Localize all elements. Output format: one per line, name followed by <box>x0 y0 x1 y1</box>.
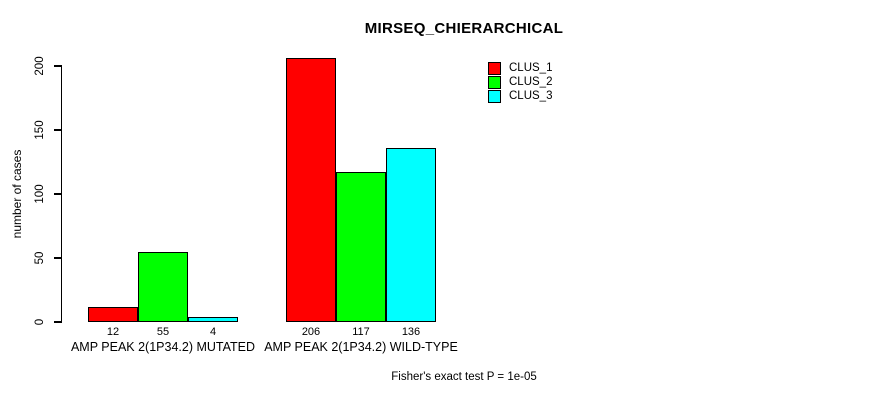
category-label-wild-type: AMP PEAK 2(1P34.2) WILD-TYPE <box>264 340 458 354</box>
bar-value-label: 136 <box>401 326 421 338</box>
y-tick-mark-50 <box>54 257 62 259</box>
bar-value-label: 55 <box>156 326 170 338</box>
y-tick-mark-100 <box>54 193 62 195</box>
legend-label: CLUS_2 <box>509 76 553 88</box>
legend-label: CLUS_3 <box>509 90 553 102</box>
bar-clus_2-wild-type <box>336 172 386 322</box>
bar-value-label: 206 <box>301 326 321 338</box>
y-tick-label-0: 0 <box>34 318 46 326</box>
legend-swatch-clus_3 <box>488 90 501 103</box>
y-tick-label-100: 100 <box>34 184 46 204</box>
fisher-test-annotation: Fisher's exact test P = 1e-05 <box>391 371 537 383</box>
chart-title: MIRSEQ_CHIERARCHICAL <box>364 20 564 37</box>
legend-swatch-clus_2 <box>488 76 501 89</box>
bar-value-label: 12 <box>106 326 120 338</box>
legend: CLUS_1 CLUS_2 CLUS_3 <box>488 62 552 104</box>
legend-label: CLUS_1 <box>509 62 553 74</box>
bar-clus_1-wild-type <box>286 58 336 322</box>
y-tick-label-200: 200 <box>34 56 46 76</box>
legend-row-clus_2: CLUS_2 <box>488 76 552 89</box>
y-tick-label-50: 50 <box>34 251 46 265</box>
y-tick-label-150: 150 <box>34 120 46 140</box>
y-tick-mark-0 <box>54 321 62 323</box>
category-label-mutated: AMP PEAK 2(1P34.2) MUTATED <box>70 340 256 354</box>
bar-value-label: 4 <box>209 326 217 338</box>
bar-clus_3-wild-type <box>386 148 436 322</box>
legend-row-clus_1: CLUS_1 <box>488 62 552 75</box>
y-tick-mark-150 <box>54 129 62 131</box>
legend-swatch-clus_1 <box>488 62 501 75</box>
bar-clus_3-mutated <box>188 317 238 322</box>
y-tick-mark-200 <box>54 65 62 67</box>
bar-value-label: 117 <box>352 326 370 338</box>
bar-clus_1-mutated <box>88 307 138 322</box>
legend-row-clus_3: CLUS_3 <box>488 90 552 103</box>
bar-clus_2-mutated <box>138 252 188 322</box>
